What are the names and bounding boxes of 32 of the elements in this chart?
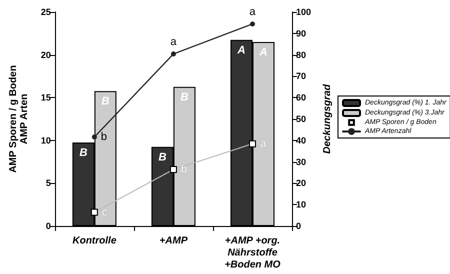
y-tick-label: 15 bbox=[40, 92, 51, 103]
point bbox=[170, 51, 176, 56]
data-label: A bbox=[236, 44, 246, 56]
y2-tick-label: 60 bbox=[296, 92, 306, 103]
y2-tick-label: 90 bbox=[296, 28, 306, 38]
y2-tick-label: 70 bbox=[296, 71, 306, 82]
data-label: b bbox=[100, 130, 108, 143]
y2-tick-label: 0 bbox=[296, 221, 302, 231]
y2-tick-label: 20 bbox=[296, 178, 306, 188]
y-tick-label: 10 bbox=[40, 135, 51, 146]
y2-tick-label: 10 bbox=[296, 200, 306, 210]
data-label: a bbox=[249, 6, 256, 18]
y2-tick-label: 50 bbox=[296, 114, 306, 124]
y-tick-label: 25 bbox=[40, 7, 51, 17]
data-label: B bbox=[79, 147, 88, 160]
y2-tick-label: 80 bbox=[296, 50, 306, 60]
y2-tick-label: 40 bbox=[296, 135, 306, 146]
y-tick-label: 0 bbox=[46, 221, 51, 231]
y2-axis-title: Deckungsgrad bbox=[322, 83, 333, 154]
x-tick-label: Kontrolle bbox=[72, 236, 117, 246]
point bbox=[92, 134, 97, 140]
data-label: a bbox=[170, 36, 178, 48]
data-label: B bbox=[158, 151, 166, 164]
y-tick-label: 5 bbox=[46, 178, 51, 188]
x-tick-label: +AMP bbox=[159, 236, 188, 246]
data-label: b bbox=[180, 164, 188, 176]
point bbox=[250, 21, 255, 26]
y2-tick-label: 30 bbox=[296, 156, 306, 167]
y-tick-label: 20 bbox=[40, 50, 51, 60]
y-axis-title: AMP Sporen / g Boden AMP Arten bbox=[8, 65, 30, 173]
x-tick-label: +AMP +org. Nährstoffe +Boden MO bbox=[224, 236, 281, 270]
y2-tick-label: 100 bbox=[296, 7, 312, 17]
